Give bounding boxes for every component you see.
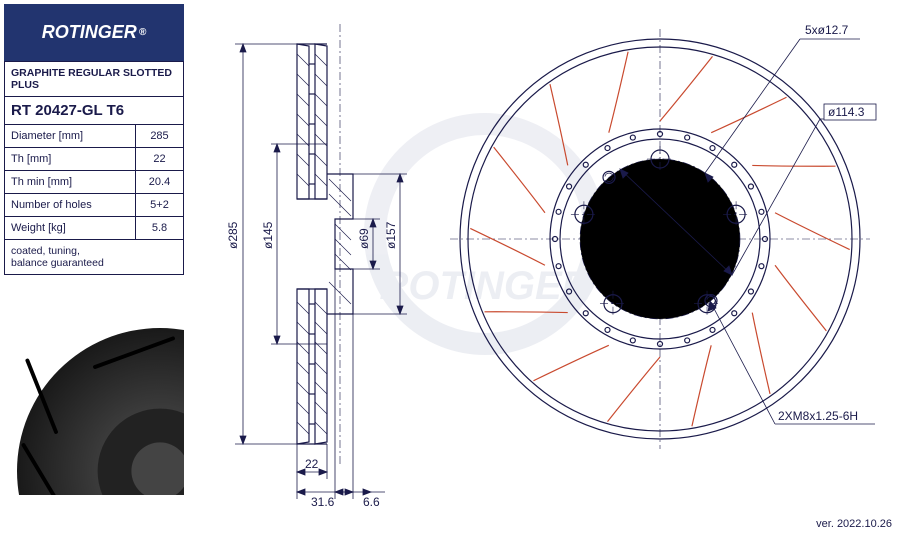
version-label: ver. 2022.10.26 xyxy=(816,518,892,530)
brand-reg: ® xyxy=(139,27,146,38)
spec-value: 22 xyxy=(136,148,184,171)
product-note: coated, tuning, balance guaranteed xyxy=(5,240,184,275)
spec-value: 285 xyxy=(136,125,184,148)
spec-label: Th min [mm] xyxy=(5,171,136,194)
spec-label: Number of holes xyxy=(5,194,136,217)
dim-thread: 2XM8x1.25-6H xyxy=(778,409,858,423)
product-title: GRAPHITE REGULAR SLOTTED PLUS xyxy=(5,62,184,97)
svg-text:ROTINGER: ROTINGER xyxy=(379,264,590,308)
spec-label: Th [mm] xyxy=(5,148,136,171)
dim-hub-dia: ø145 xyxy=(261,221,275,249)
dim-outer-dia: ø285 xyxy=(226,221,240,249)
spec-value: 5+2 xyxy=(136,194,184,217)
spec-label: Diameter [mm] xyxy=(5,125,136,148)
dim-thickness: 22 xyxy=(305,457,319,471)
dim-bore: ø69 xyxy=(357,228,371,249)
product-thumbnail xyxy=(4,315,184,495)
brand-name: ROTINGER xyxy=(42,22,137,43)
brand-logo: ROTINGER® xyxy=(4,4,184,61)
dim-bolt: 5xø12.7 xyxy=(805,23,849,37)
dim-offset: 6.6 xyxy=(363,495,380,509)
spec-table: GRAPHITE REGULAR SLOTTED PLUS RT 20427-G… xyxy=(4,61,184,275)
spec-value: 5.8 xyxy=(136,217,184,240)
spec-value: 20.4 xyxy=(136,171,184,194)
dim-pcd: ø114.3 xyxy=(828,105,865,119)
dim-hub-face: ø157 xyxy=(384,221,398,249)
part-number: RT 20427-GL T6 xyxy=(5,97,184,125)
dim-hat-depth: 31.6 xyxy=(311,495,335,509)
spec-label: Weight [kg] xyxy=(5,217,136,240)
technical-drawing: ROTINGER xyxy=(195,4,895,524)
